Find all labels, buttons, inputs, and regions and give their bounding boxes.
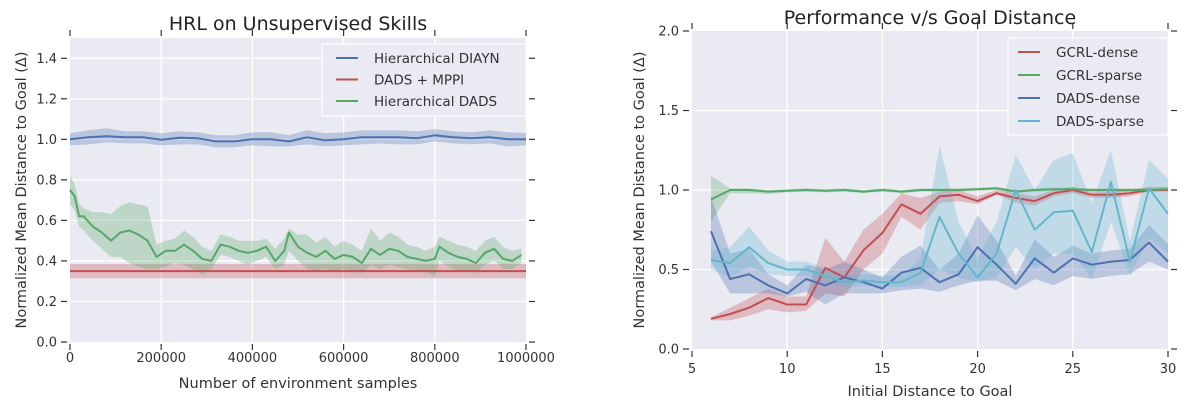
line-gcrl-dense [710, 189, 1168, 320]
line-dads-sparse [710, 181, 1169, 284]
y-axis-label: Normalized Mean Distance to Goal (Δ) [14, 52, 30, 329]
legend-label-hierarchical-dads: Hierarchical DADS [374, 94, 497, 110]
y-tick-label: 0.8 [36, 173, 57, 188]
y-tick-label: 1.5 [658, 104, 679, 119]
chart-performance-vs-goal-distance: 5 10 15 20 25 30 0.0 0.5 1.0 1.5 2.0 Performance v… [632, 7, 1177, 400]
legend-label-dads-dense: DADS-dense [1056, 91, 1140, 107]
y-tick-label: 1.4 [36, 52, 57, 67]
x-tick-label: 15 [874, 362, 891, 377]
legend-label-gcrl-sparse: GCRL-sparse [1056, 68, 1142, 84]
y-tick-label: 0.5 [658, 263, 679, 278]
x-tick-label: 5 [688, 362, 696, 377]
x-tick-label: 1000000 [497, 351, 555, 366]
x-tick-label: 200000 [136, 351, 186, 366]
y-tick-label: 2.0 [658, 25, 679, 40]
x-tick-label: 400000 [228, 351, 278, 366]
y-tick-label: 1.0 [36, 133, 57, 148]
x-axis-label: Number of environment samples [179, 376, 418, 392]
line-hierarchical-diayn [69, 134, 526, 143]
y-tick-label: 0.6 [36, 214, 57, 229]
legend-box [1007, 37, 1169, 136]
axis-ticks: 0 200000 400000 600000 800000 1000000 0.0 0.2 0.… [36, 30, 555, 366]
legend: Hierarchical DIAYN DADS + MPPI Hierarchica… [321, 43, 527, 117]
x-tick-label: 25 [1065, 362, 1082, 377]
confidence-bands [70, 128, 526, 279]
band-hierarchical-diayn [70, 128, 526, 148]
y-tick-label: 0.4 [36, 254, 57, 269]
y-tick-label: 0.0 [658, 343, 679, 358]
chart-title: Performance v/s Goal Distance [784, 7, 1076, 29]
x-tick-label: 0 [66, 351, 74, 366]
y-tick-label: 1.0 [658, 184, 679, 199]
line-hierarchical-dads [69, 189, 522, 264]
x-axis-label: Initial Distance to Goal [848, 384, 1013, 400]
band-hierarchical-dads [70, 175, 522, 278]
legend-label-dads-mppi: DADS + MPPI [374, 73, 464, 89]
legend: GCRL-dense GCRL-sparse DADS-dense DADS-spar… [1007, 37, 1169, 136]
x-tick-label: 30 [1160, 362, 1177, 377]
x-tick-label: 800000 [410, 351, 460, 366]
y-tick-label: 0.0 [36, 336, 57, 351]
series-lines [710, 181, 1169, 320]
line-dads-dense [710, 230, 1169, 295]
legend-label-gcrl-dense: GCRL-dense [1056, 45, 1138, 61]
y-tick-label: 1.2 [36, 92, 57, 107]
line-gcrl-sparse [710, 187, 1169, 201]
band-gcrl-dense [711, 186, 1168, 321]
legend-label-dads-sparse: DADS-sparse [1056, 114, 1144, 130]
x-tick-label: 10 [779, 362, 796, 377]
chart-hrl-unsupervised-skills: 0 200000 400000 600000 800000 1000000 0.0 0.2 0.… [14, 13, 555, 392]
y-axis-label: Normalized Mean Distance to Goal (Δ) [632, 52, 648, 329]
x-tick-label: 20 [969, 362, 986, 377]
legend-label-hierarchical-diayn: Hierarchical DIAYN [374, 51, 500, 67]
series-lines [69, 134, 526, 273]
band-dads-dense [711, 196, 1168, 305]
y-tick-label: 0.2 [36, 295, 57, 310]
axis-ticks: 5 10 15 20 25 30 0.0 0.5 1.0 1.5 2.0 [658, 23, 1177, 377]
chart-title: HRL on Unsupervised Skills [169, 13, 427, 35]
x-tick-label: 600000 [319, 351, 369, 366]
